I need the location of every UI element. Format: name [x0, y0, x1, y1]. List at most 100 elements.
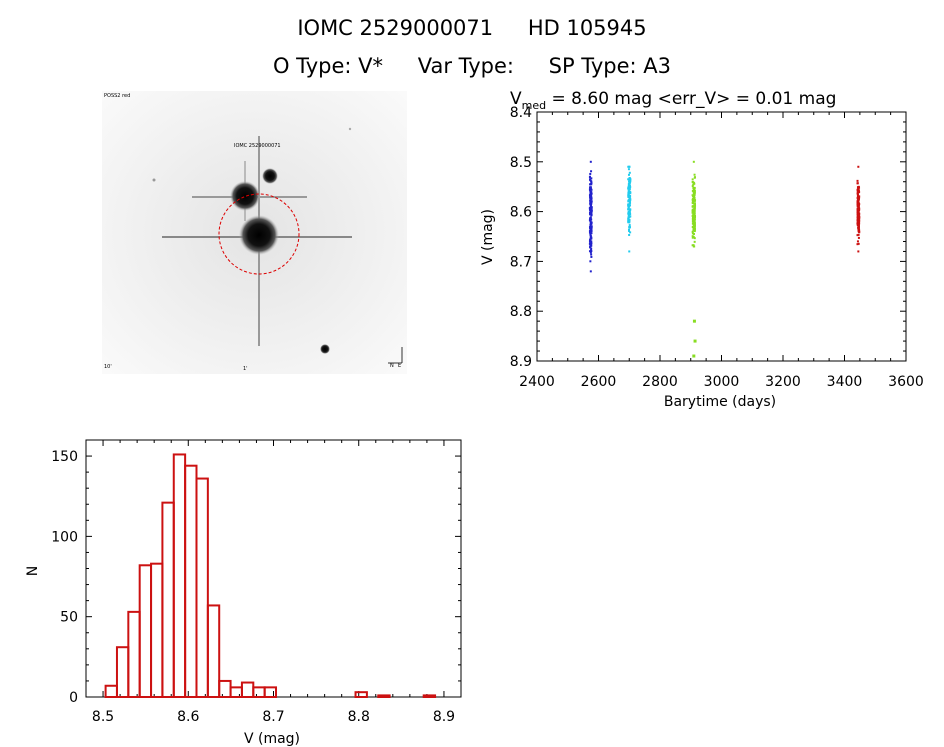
lc-point: [856, 201, 859, 204]
lc-point: [692, 219, 695, 222]
hist-bar: [218, 679, 232, 698]
lc-point: [693, 214, 696, 217]
hist-bar: [354, 691, 368, 699]
lc-point: [627, 220, 630, 223]
lc-point: [590, 192, 593, 195]
lc-plot-area: 2400 2600 2800 3000 3200 3400 3600 8.4 8.5 8.6 8.7…: [510, 105, 924, 390]
lc-point: [691, 198, 694, 201]
lc-point: [857, 210, 860, 213]
lc-point: [693, 203, 696, 206]
image-label-scale: 10': [104, 364, 112, 370]
lc-title: Vmed = 8.60 mag <err_V> = 0.01 mag: [510, 89, 836, 112]
hist-ytick-label: 100: [51, 529, 78, 545]
lc-point: [692, 319, 696, 323]
lc-point: [589, 186, 592, 189]
lc-point: [628, 218, 631, 221]
lc-point: [590, 247, 593, 250]
lc-point: [856, 240, 859, 243]
lc-point: [590, 170, 593, 173]
lc-point: [627, 218, 630, 221]
image-label-bar: 1': [243, 366, 248, 372]
star-blob: [152, 178, 156, 182]
lc-point: [692, 187, 695, 190]
hist-bar: [377, 694, 391, 698]
image-label-north: N: [390, 363, 394, 369]
lc-point: [691, 230, 694, 233]
lc-point: [693, 339, 697, 343]
lc-point: [692, 227, 695, 230]
lc-point: [857, 199, 860, 202]
lc-point: [589, 270, 592, 273]
lc-point: [693, 221, 696, 224]
lc-point: [589, 172, 592, 175]
lc-point: [590, 191, 593, 194]
lc-point: [856, 188, 859, 191]
lc-title-rest: = 8.60 mag <err_V> = 0.01 mag: [546, 89, 836, 109]
lc-xtick-label: 3400: [827, 374, 863, 390]
chart-title-ids: IOMC 2529000071 HD 105945: [0, 16, 944, 40]
lc-point: [858, 195, 861, 198]
lc-point: [857, 227, 860, 230]
lc-point: [693, 218, 696, 221]
lc-point: [629, 208, 632, 211]
lc-point: [628, 212, 631, 215]
lc-point: [691, 178, 694, 181]
lc-point: [590, 201, 593, 204]
hist-bar: [127, 610, 141, 699]
lc-point: [590, 209, 593, 212]
star-blob: [320, 344, 330, 354]
lc-point: [691, 236, 694, 239]
lc-point: [692, 208, 695, 211]
lc-point: [628, 181, 631, 184]
lc-point: [693, 211, 696, 214]
lc-xtick-label: 2600: [581, 374, 617, 390]
lc-point: [627, 206, 630, 209]
lc-title-sub: med: [522, 99, 546, 112]
lc-point: [589, 260, 592, 263]
lc-point: [693, 205, 696, 208]
lc-point: [590, 255, 593, 258]
hist-bar: [184, 464, 198, 699]
lc-point: [589, 249, 592, 252]
lc-title-v: V: [510, 89, 522, 109]
hd-id: HD 105945: [527, 16, 647, 40]
lc-point: [691, 205, 694, 208]
lc-point: [692, 191, 695, 194]
lc-point: [691, 232, 694, 235]
lc-point: [629, 191, 632, 194]
o-type: O Type: V*: [272, 54, 384, 78]
lc-point: [627, 195, 630, 198]
lc-point: [858, 196, 861, 199]
lc-point: [856, 196, 859, 199]
lc-point: [857, 233, 860, 236]
var-type: Var Type:: [417, 54, 514, 78]
lc-point: [589, 213, 592, 216]
lc-point: [693, 210, 696, 213]
lc-point: [858, 186, 861, 189]
lc-point: [856, 208, 859, 211]
lc-point: [627, 216, 630, 219]
lc-xtick-label: 3000: [704, 374, 740, 390]
lc-point: [856, 186, 859, 189]
lc-point: [693, 194, 696, 197]
lc-point: [692, 245, 695, 248]
lc-ytick-label: 8.6: [510, 205, 532, 221]
lc-point: [588, 240, 591, 243]
lc-point: [691, 235, 694, 238]
lc-point: [694, 199, 697, 202]
lc-point: [628, 200, 631, 203]
lc-point: [628, 220, 631, 223]
lc-point: [589, 178, 592, 181]
lc-point: [856, 243, 859, 246]
lc-xtick-label: 3200: [765, 374, 801, 390]
hist-bar: [195, 477, 209, 698]
lc-point: [627, 221, 630, 224]
lc-xtick-label: 3600: [888, 374, 924, 390]
lc-point: [856, 190, 859, 193]
lc-point: [692, 181, 695, 184]
image-label-survey: POSS2 red: [104, 93, 130, 99]
lc-point: [627, 228, 630, 231]
lc-point: [858, 231, 861, 234]
lc-point: [589, 199, 592, 202]
lc-point: [589, 246, 592, 249]
